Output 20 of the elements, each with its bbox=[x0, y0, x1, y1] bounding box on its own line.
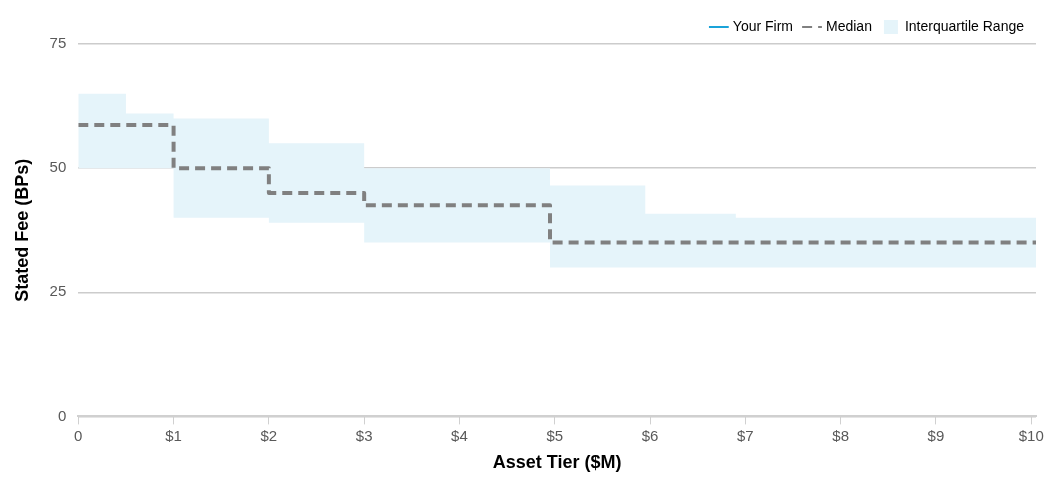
x-tick-label: $3 bbox=[355, 426, 373, 444]
x-tick-label: $8 bbox=[832, 426, 849, 444]
x-tick-label: $5 bbox=[546, 426, 564, 444]
legend-label: Your Firm bbox=[732, 17, 794, 34]
x-tick-label: $7 bbox=[737, 426, 754, 444]
x-tick-label: $6 bbox=[641, 426, 659, 444]
x-tick-label: $10 bbox=[1018, 426, 1044, 444]
x-tick-label: $1 bbox=[165, 426, 182, 444]
legend-label: Interquartile Range bbox=[904, 17, 1025, 34]
x-axis-title: Asset Tier ($M) bbox=[492, 452, 622, 473]
y-tick-label: 50 bbox=[49, 158, 67, 176]
x-tick-label: $2 bbox=[260, 426, 278, 444]
y-axis-title: Stated Fee (BPs) bbox=[11, 158, 32, 302]
x-tick-label: $9 bbox=[927, 426, 945, 444]
y-tick-label: 75 bbox=[49, 34, 67, 52]
y-tick-label: 25 bbox=[49, 282, 67, 300]
x-tick-label: $4 bbox=[451, 426, 468, 444]
x-tick-label: 0 bbox=[74, 426, 83, 444]
legend-label: Median bbox=[826, 17, 872, 34]
y-tick-label: 0 bbox=[57, 406, 67, 424]
